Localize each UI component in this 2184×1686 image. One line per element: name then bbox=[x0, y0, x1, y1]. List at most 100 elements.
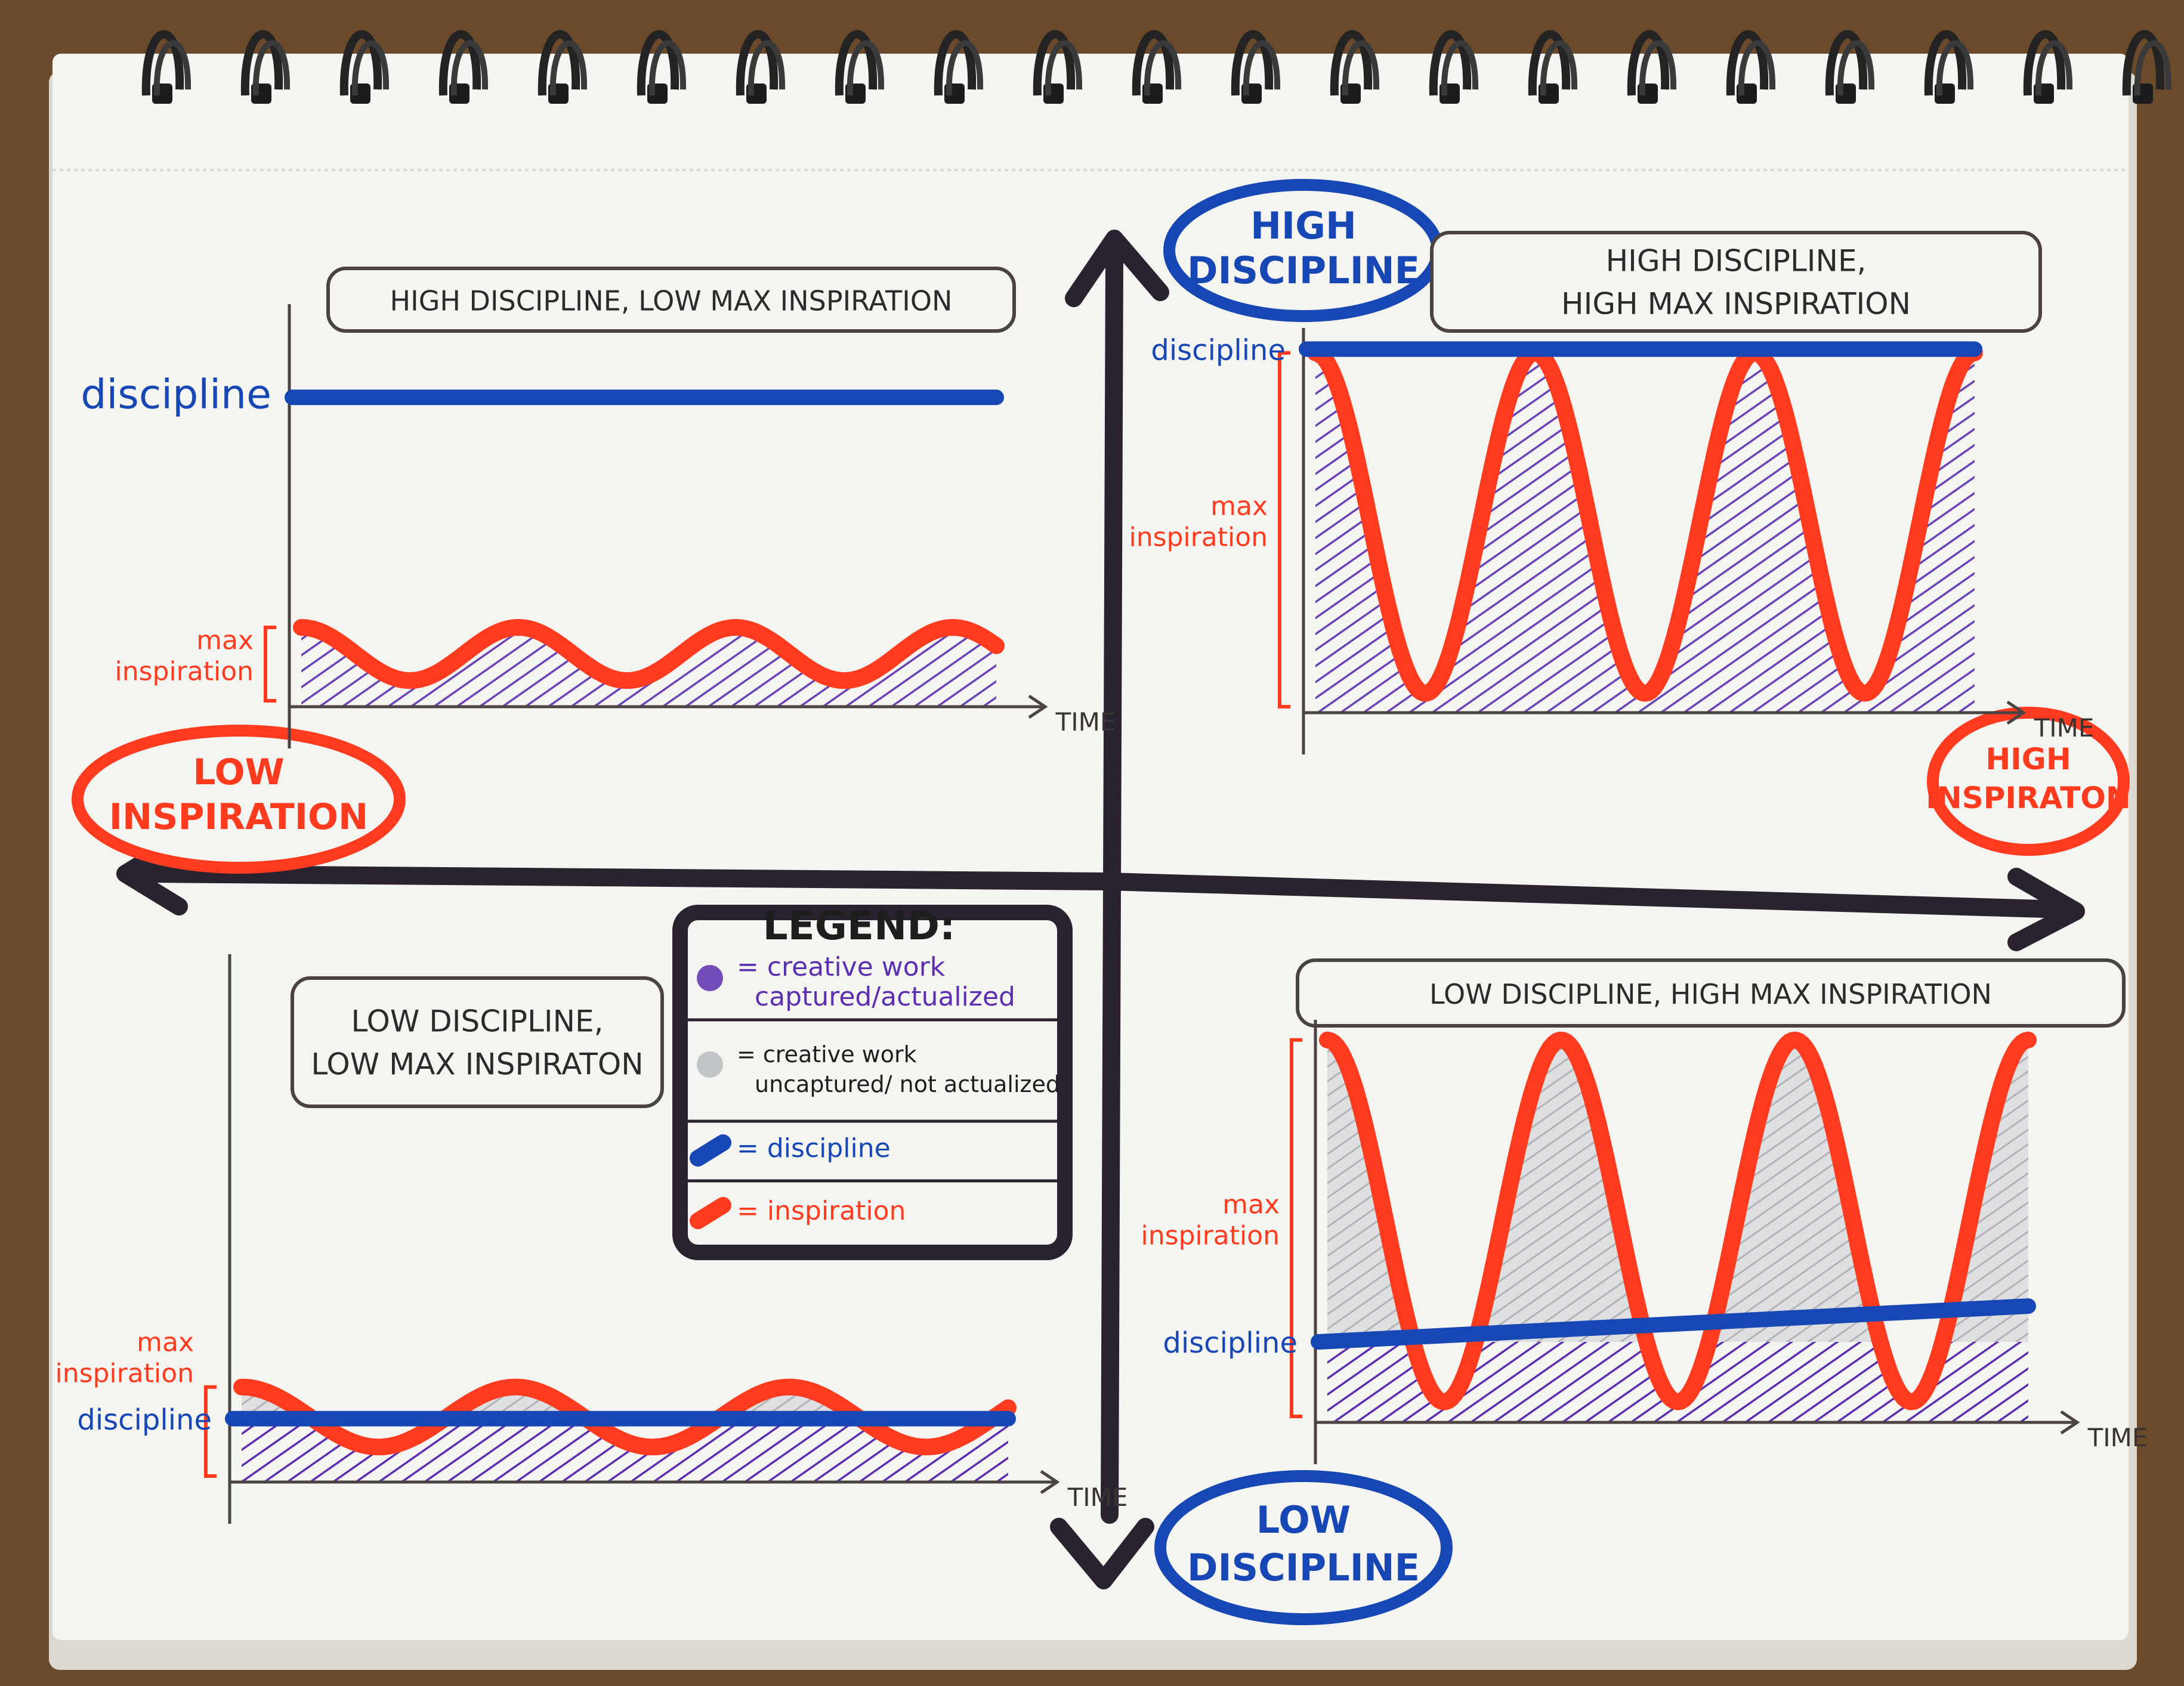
cloud-outline bbox=[72, 725, 406, 874]
quadrant-title-line: HIGH MAX INSPIRATION bbox=[1561, 287, 1911, 321]
spiral-ring bbox=[2122, 30, 2165, 96]
legend-box: LEGEND:= creative work captured/actualize… bbox=[672, 903, 1073, 1260]
max-inspiration-label: max inspiration bbox=[1141, 1189, 1280, 1251]
spiral-ring bbox=[1132, 30, 1175, 96]
uncaptured-swatch bbox=[697, 1051, 723, 1078]
legend-item-label-line: uncaptured/ not actualized bbox=[755, 1071, 1060, 1097]
captured-swatch bbox=[697, 965, 723, 991]
spiral-ring bbox=[934, 30, 977, 96]
axis-label-high-inspiration: HIGH INSPIRATON bbox=[1926, 707, 2131, 856]
x-axis-arrow bbox=[1040, 1470, 1060, 1495]
spiral-ring bbox=[1231, 30, 1274, 96]
spiral-ring bbox=[2134, 40, 2172, 96]
max-inspiration-bracket bbox=[264, 626, 276, 703]
max-inspiration-label-line: inspiration bbox=[1141, 1220, 1280, 1251]
spiral-binding bbox=[141, 30, 2172, 104]
max-inspiration-label: max inspiration bbox=[115, 626, 254, 687]
legend-item-label: = creative work captured/actualized bbox=[737, 952, 1015, 1012]
spiral-ring bbox=[2035, 40, 2073, 96]
spiral-ring bbox=[1540, 40, 1578, 96]
spiral-ring bbox=[141, 30, 184, 96]
legend-item-label-line: = creative work bbox=[737, 1041, 917, 1068]
max-inspiration-bracket bbox=[1278, 351, 1290, 709]
spiral-ring bbox=[1627, 30, 1670, 96]
legend-item-label-line: = discipline bbox=[737, 1133, 891, 1164]
spiral-ring bbox=[450, 40, 489, 96]
discipline-line bbox=[1311, 1298, 2036, 1350]
time-label: TIME bbox=[2087, 1423, 2148, 1452]
discipline-swatch bbox=[690, 1134, 731, 1167]
spiral-ring bbox=[1639, 40, 1677, 96]
spiral-ring bbox=[1738, 40, 1776, 96]
quadrant-title-line: LOW MAX INSPIRATON bbox=[311, 1047, 643, 1082]
quadrant-low-discipline-low-inspiration: LOW DISCIPLINE, LOW MAX INSPIRATON TIME dis… bbox=[55, 954, 1127, 1524]
spiral-ring bbox=[1033, 30, 1076, 96]
quadrant-title-line: HIGH DISCIPLINE, LOW MAX INSPIRATION bbox=[390, 285, 953, 317]
spiral-ring bbox=[1726, 30, 1769, 96]
max-inspiration-bracket bbox=[204, 1385, 217, 1478]
inspiration-line bbox=[233, 1378, 1017, 1456]
legend-title: LEGEND: bbox=[763, 903, 956, 949]
max-inspiration-label: max inspiration bbox=[55, 1328, 194, 1389]
spiral-ring bbox=[339, 30, 382, 96]
quadrant-title-box bbox=[1430, 231, 2042, 333]
low-inspiration-text: LOW INSPIRATION bbox=[109, 751, 369, 838]
max-inspiration-bracket bbox=[1290, 1038, 1302, 1418]
legend-item-label-line: = inspiration bbox=[737, 1196, 906, 1226]
horizontal-axis bbox=[140, 865, 2073, 918]
legend-frame bbox=[672, 905, 1073, 1260]
cloud-outline bbox=[1927, 707, 2130, 856]
quadrant-title: LOW DISCIPLINE, HIGH MAX INSPIRATION bbox=[1429, 978, 1992, 1010]
spiral-ring bbox=[240, 30, 283, 96]
max-inspiration-label-line: max bbox=[137, 1328, 194, 1358]
max-inspiration-label: max inspiration bbox=[1129, 491, 1268, 552]
x-axis-arrow bbox=[2006, 700, 2027, 725]
spiral-ring bbox=[835, 30, 878, 96]
quadrant-title-line: LOW DISCIPLINE, bbox=[351, 1004, 603, 1039]
spiral-ring bbox=[438, 30, 481, 96]
spiral-ring bbox=[1924, 30, 1967, 96]
spiral-ring bbox=[1045, 40, 1083, 96]
discipline-label: discipline bbox=[81, 371, 271, 418]
quadrant-title-box bbox=[326, 267, 1016, 333]
spiral-ring bbox=[1243, 40, 1281, 96]
discipline-label: discipline bbox=[77, 1403, 212, 1437]
legend-item-label: = inspiration bbox=[737, 1196, 906, 1226]
time-label: TIME bbox=[1055, 707, 1116, 737]
spiral-ring bbox=[1144, 40, 1182, 96]
spiral-ring bbox=[2023, 30, 2066, 96]
low-discipline-text: LOW DISCIPLINE bbox=[1187, 1498, 1420, 1589]
legend-item-label: = creative work uncaptured/ not actualize… bbox=[737, 1041, 1060, 1097]
quadrant-high-discipline-high-inspiration: HIGH DISCIPLINE, HIGH MAX INSPIRATION TIME… bbox=[1129, 231, 2094, 754]
inspiration-swatch bbox=[690, 1197, 731, 1229]
spiral-ring bbox=[1342, 40, 1380, 96]
spiral-ring bbox=[1441, 40, 1479, 96]
spiral-ring bbox=[351, 40, 390, 96]
spiral-ring bbox=[549, 40, 588, 96]
spiral-ring bbox=[747, 40, 786, 96]
spiral-ring bbox=[1936, 40, 1974, 96]
x-axis-arrow bbox=[2060, 1410, 2080, 1435]
quadrant-high-discipline-low-inspiration: HIGH DISCIPLINE, LOW MAX INSPIRATION TIME… bbox=[81, 267, 1116, 748]
max-inspiration-label-line: inspiration bbox=[55, 1359, 194, 1389]
inspiration-line bbox=[1307, 344, 1983, 702]
spiral-ring bbox=[252, 40, 291, 96]
spiral-ring bbox=[736, 30, 779, 96]
max-inspiration-label-line: max bbox=[1210, 491, 1268, 521]
axis-label-high-discipline: HIGH DISCIPLINE bbox=[1163, 179, 1444, 322]
axis-label-low-discipline: LOW DISCIPLINE bbox=[1154, 1470, 1453, 1625]
high-inspiration-text: HIGH INSPIRATON bbox=[1926, 742, 2130, 815]
legend-item-label: = discipline bbox=[737, 1133, 891, 1164]
spiral-ring bbox=[537, 30, 580, 96]
max-inspiration-label-line: max bbox=[196, 626, 254, 656]
max-inspiration-label-line: inspiration bbox=[1129, 522, 1268, 552]
cloud-outline bbox=[1154, 1470, 1453, 1625]
discipline-label: discipline bbox=[1163, 1326, 1298, 1360]
legend-item-label-line: captured/actualized bbox=[755, 982, 1015, 1012]
high-discipline-text: HIGH DISCIPLINE bbox=[1187, 204, 1420, 292]
quadrant-title: HIGH DISCIPLINE, HIGH MAX INSPIRATION bbox=[1561, 244, 1911, 321]
max-inspiration-label-line: inspiration bbox=[115, 657, 254, 687]
quadrant-low-discipline-high-inspiration: LOW DISCIPLINE, HIGH MAX INSPIRATION TIME… bbox=[1141, 958, 2148, 1464]
discipline-label: discipline bbox=[1151, 333, 1286, 367]
